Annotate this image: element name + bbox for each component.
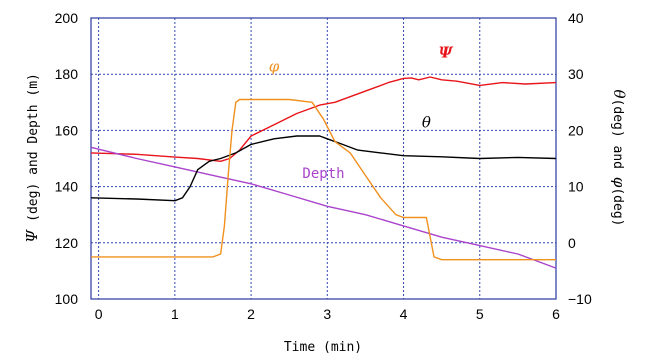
y-left-tick-label: 180 — [55, 66, 79, 82]
x-tick-label: 5 — [476, 306, 484, 322]
x-axis-label: Time (min) — [284, 340, 362, 355]
tick-labels: 0 1 2 3 4 5 6 100 120 140 160 180 200 −10 0 10 20 30 40 — [55, 10, 592, 322]
series-label-phi: φ — [269, 57, 280, 75]
x-tick-label: 6 — [552, 306, 560, 322]
series-line-psi — [90, 76, 557, 163]
y-left-axis-text: (deg) and Depth (m) — [26, 73, 41, 230]
y-right-axis-label: θ(deg) and φ(deg) — [610, 90, 628, 227]
series-label-psi: Ψ — [439, 43, 454, 61]
y-left-tick-label: 120 — [55, 235, 79, 251]
y-right-axis-text-1: (deg) and — [610, 99, 625, 177]
series-line-depth — [90, 146, 557, 269]
svg-text:θ(deg) and φ(deg): θ(deg) and φ(deg) — [610, 90, 628, 227]
y-left-tick-label: 200 — [55, 10, 79, 26]
y-right-tick-label: 0 — [568, 235, 576, 251]
y-left-tick-label: 140 — [55, 179, 79, 195]
y-left-tick-label: 100 — [55, 291, 79, 307]
svg-text:Ψ (deg) and Depth (m): Ψ (deg) and Depth (m) — [23, 73, 41, 243]
x-tick-label: 3 — [323, 306, 331, 322]
x-tick-label: 1 — [171, 306, 179, 322]
y-left-tick-label: 160 — [55, 122, 79, 138]
series-line-theta — [90, 135, 557, 202]
y-right-tick-label: 30 — [568, 66, 584, 82]
series-label-theta: θ — [422, 114, 431, 132]
y-left-axis-symbol: Ψ — [23, 229, 41, 243]
y-right-axis-symbol-phi: φ — [610, 177, 628, 188]
x-tick-label: 2 — [247, 306, 255, 322]
x-tick-label: 0 — [95, 306, 103, 322]
y-right-tick-label: −10 — [568, 291, 592, 307]
y-left-axis-label: Ψ (deg) and Depth (m) — [23, 73, 41, 243]
series-layer: Ψ Depth θ φ — [90, 43, 557, 269]
series-label-depth: Depth — [302, 166, 344, 182]
y-right-tick-label: 20 — [568, 122, 584, 138]
y-right-tick-label: 40 — [568, 10, 584, 26]
x-tick-label: 4 — [400, 306, 408, 322]
y-right-axis-symbol-theta: θ — [610, 90, 628, 99]
y-right-axis-text-2: (deg) — [610, 187, 625, 226]
y-right-tick-label: 10 — [568, 179, 584, 195]
series-line-phi — [91, 98, 556, 261]
